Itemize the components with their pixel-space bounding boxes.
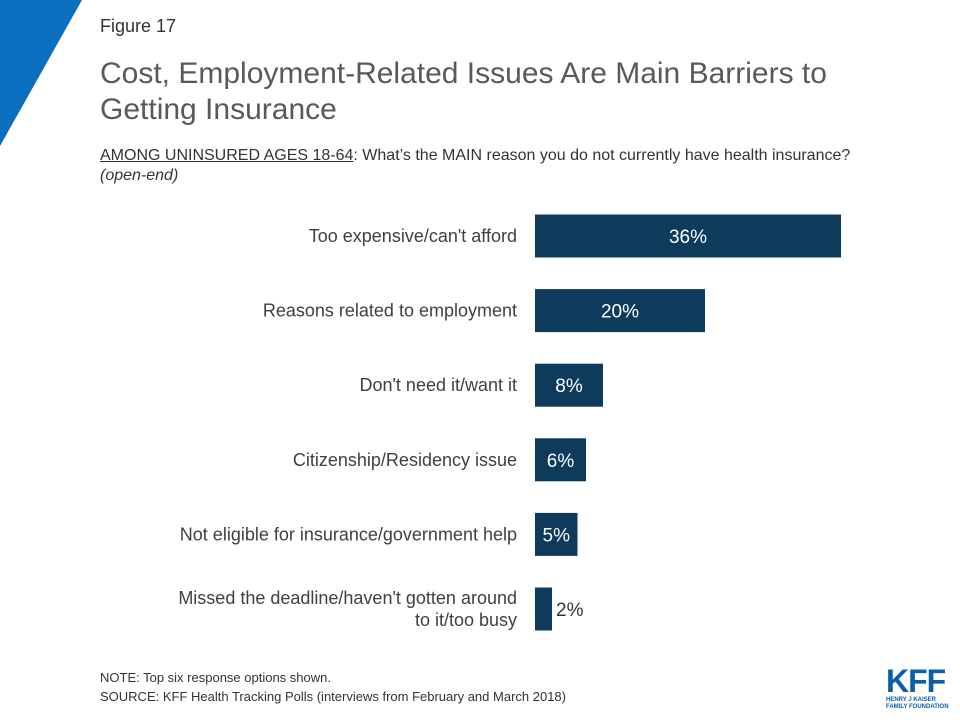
- subtitle-population: AMONG UNINSURED AGES 18-64: [100, 147, 354, 164]
- figure-label: Figure 17: [100, 16, 177, 36]
- category-label: Missed the deadline/haven't gotten aroun…: [178, 588, 517, 608]
- bar: [535, 289, 705, 333]
- subtitle-format: (open-end): [100, 167, 179, 184]
- kff-logo: KFF HENRY J KAISER FAMILY FOUNDATION: [886, 665, 956, 711]
- category-label: Too expensive/can't afford: [309, 226, 517, 246]
- data-label: 2%: [556, 600, 584, 621]
- logo-mark: KFF: [886, 663, 946, 699]
- bar: [535, 363, 603, 407]
- logo-sub-line2: FAMILY FOUNDATION: [886, 704, 949, 710]
- category-label: Don't need it/want it: [359, 375, 517, 395]
- corner-decoration: [0, 0, 82, 146]
- logo-subtext: HENRY J KAISER FAMILY FOUNDATION: [886, 697, 956, 711]
- chart-subtitle: AMONG UNINSURED AGES 18-64: What’s the M…: [100, 146, 860, 186]
- bar: [535, 587, 552, 631]
- category-label: Citizenship/Residency issue: [293, 450, 517, 470]
- note: NOTE: Top six response options shown.: [100, 670, 331, 685]
- bar-chart: Too expensive/can't afford 36% Reasons rel…: [178, 214, 841, 631]
- category-label: Not eligible for insurance/government he…: [180, 524, 517, 544]
- bar: [535, 214, 841, 258]
- data-label: 8%: [555, 376, 583, 397]
- data-label: 20%: [601, 302, 639, 323]
- category-label: to it/too busy: [415, 610, 517, 630]
- category-label: Reasons related to employment: [263, 301, 517, 321]
- data-label: 36%: [669, 227, 707, 248]
- data-label: 5%: [543, 525, 571, 546]
- bar: [535, 438, 586, 482]
- logo-sub-line1: HENRY J KAISER: [886, 697, 937, 703]
- subtitle-question: : What’s the MAIN reason you do not curr…: [353, 147, 851, 164]
- source: SOURCE: KFF Health Tracking Polls (inter…: [100, 689, 566, 704]
- bar: [535, 512, 578, 556]
- chart-title: Cost, Employment-Related Issues Are Main…: [100, 57, 827, 126]
- data-label: 6%: [547, 451, 575, 472]
